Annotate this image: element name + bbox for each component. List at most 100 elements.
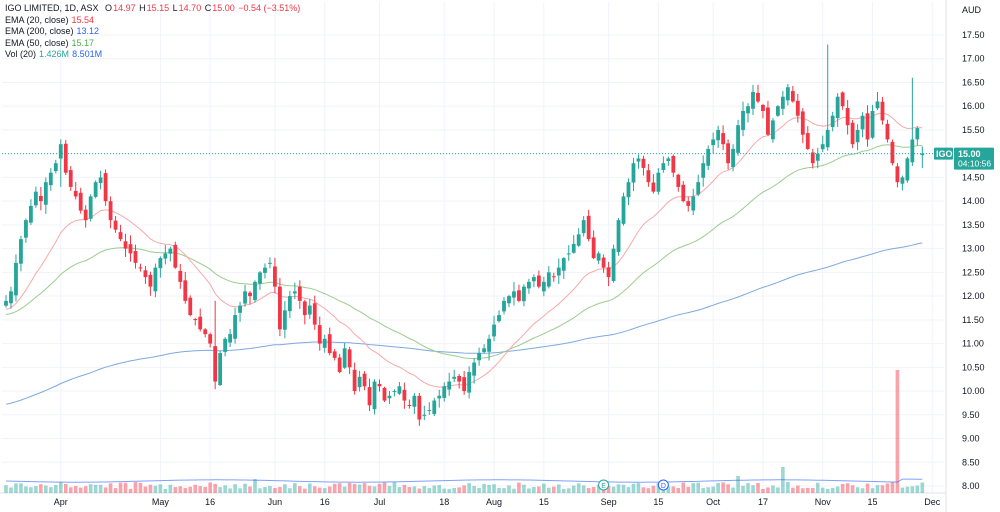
volume-bar (875, 485, 880, 493)
volume-bar (113, 488, 118, 493)
volume-bar (352, 483, 357, 493)
volume-bar (701, 488, 705, 493)
candle-body (442, 386, 447, 398)
candle-body (636, 158, 641, 162)
candle-body (188, 297, 193, 316)
volume-bar (552, 486, 556, 493)
volume-bar (367, 485, 372, 493)
candle-body (68, 170, 73, 187)
volume-bar (263, 487, 267, 493)
candle-body (756, 92, 760, 102)
candle-body (447, 381, 452, 390)
candle (905, 156, 910, 183)
candle (606, 261, 611, 287)
candle-body (33, 191, 38, 206)
volume-bar (771, 485, 775, 493)
candle-body (337, 357, 342, 373)
candle (865, 105, 870, 147)
volume-bar (54, 485, 58, 493)
candle-body (900, 177, 905, 184)
candle (482, 344, 486, 354)
candle-body (243, 291, 247, 304)
candle (263, 263, 267, 279)
volume-bar (402, 484, 407, 493)
volume-bar (268, 485, 272, 493)
volume-bar (327, 486, 332, 493)
candle-body (462, 377, 467, 392)
volume-bar (138, 482, 143, 493)
candle-body (377, 383, 382, 387)
volume-bar (711, 486, 715, 493)
candle-body (746, 106, 750, 114)
candle-body (790, 91, 795, 102)
candle (591, 230, 596, 260)
symbol-title: IGO LIMITED, 1D, ASX (5, 3, 99, 13)
candle (776, 105, 780, 117)
candle (268, 257, 272, 269)
candle (312, 295, 317, 330)
candle-body (258, 272, 262, 284)
candle (616, 217, 621, 256)
candle-body (551, 276, 556, 278)
volume-avg-value: 8.501M (72, 49, 103, 60)
ema200-legend[interactable]: EMA (200, close) 13.12 (5, 26, 301, 38)
time-axis: Apr May 16 Jun 16 Jul 18 Aug 15 Sep 15 Oct 17 Nov 15 De… (54, 497, 941, 507)
candle-body (322, 338, 327, 348)
volume-bar (561, 488, 566, 493)
candle-body (482, 348, 486, 353)
volume-bar (651, 485, 656, 493)
volume-bar (865, 483, 870, 493)
volume-bar (58, 482, 63, 493)
candle-body (651, 182, 656, 192)
candle-body (437, 395, 442, 399)
volume-bar (198, 486, 203, 493)
volume-bar (437, 485, 442, 493)
ema50-legend[interactable]: EMA (50, close) 15.17 (5, 38, 301, 50)
volume-bar (776, 487, 780, 493)
volume-bar (542, 483, 546, 493)
candle-body (208, 334, 213, 344)
volume-bar (686, 486, 691, 493)
candle-body (561, 258, 566, 271)
earnings-marker[interactable] (598, 479, 610, 491)
volume-bar (626, 487, 631, 493)
volume-bar (910, 486, 915, 493)
volume-bar (591, 486, 596, 493)
candle-body (43, 182, 48, 205)
volume-bar (840, 484, 845, 493)
volume-bar (915, 485, 920, 493)
candle (502, 296, 506, 315)
candle (805, 126, 810, 151)
volume-bar (527, 488, 531, 493)
candle (487, 334, 491, 361)
candle-body (467, 372, 472, 393)
candle (541, 276, 546, 297)
volume-bar (173, 487, 178, 493)
candle-body (601, 257, 606, 268)
volume-bar (24, 486, 28, 493)
candle-body (342, 348, 347, 368)
event-marker-label: D (661, 483, 666, 490)
volume-bar (666, 486, 671, 493)
volume-bar (178, 486, 183, 493)
volume-bar (646, 488, 651, 493)
dividend-marker[interactable] (657, 479, 669, 491)
candle (691, 188, 696, 216)
candle-body (915, 128, 920, 140)
volume-bar (123, 482, 128, 493)
candle-body (661, 163, 666, 171)
candle (198, 308, 203, 332)
candle (148, 271, 153, 296)
candle (287, 290, 292, 319)
volume-bar (9, 487, 13, 493)
volume-bar (756, 482, 760, 493)
ema20-legend[interactable]: EMA (20, close) 15.54 (5, 15, 301, 27)
candle (63, 139, 68, 175)
volume-bar (676, 487, 681, 493)
candle-body (621, 196, 626, 224)
candle (29, 199, 33, 225)
volume-legend[interactable]: Vol (20) 1.426M 8.501M (5, 49, 301, 61)
candle-body (835, 96, 840, 119)
